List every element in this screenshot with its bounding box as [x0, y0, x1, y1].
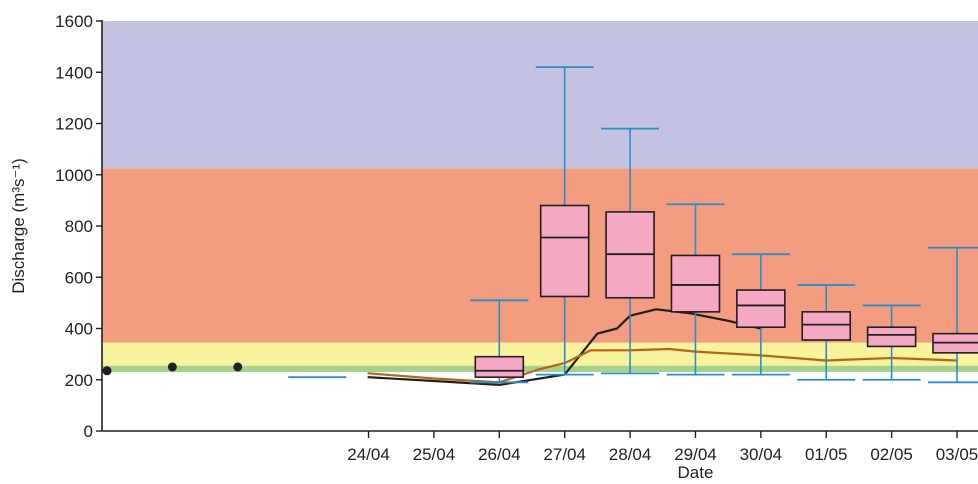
- y-tick-label: 400: [65, 320, 93, 339]
- y-tick-label: 1200: [55, 115, 93, 134]
- boxplot: [862, 304, 921, 381]
- box: [474, 355, 525, 378]
- boxplot: [666, 203, 725, 376]
- y-tick-label: 800: [65, 217, 93, 236]
- x-tick-label: 29/04: [674, 445, 717, 464]
- x-tick-label: 27/04: [543, 445, 586, 464]
- observed-point: [167, 362, 177, 372]
- threshold-band: [102, 342, 978, 366]
- x-tick-label: 30/04: [740, 445, 783, 464]
- axes: 0 200 400 600 800 1000 1200 1400 1600 24/04 25/04 2…: [55, 12, 978, 464]
- threshold-bands: [102, 21, 978, 373]
- boxplot: [731, 253, 790, 376]
- x-axis-label: Date: [678, 463, 714, 482]
- x-tick-label: 01/05: [805, 445, 848, 464]
- x-tick-label: 03/05: [936, 445, 978, 464]
- y-tick-label: 1400: [55, 63, 93, 82]
- y-axis-label: Discharge (m³s⁻¹): [9, 158, 28, 294]
- box: [670, 254, 721, 313]
- x-tick-label: 02/05: [870, 445, 913, 464]
- box: [801, 311, 852, 341]
- y-tick-label: 1000: [55, 166, 93, 185]
- box: [736, 289, 786, 329]
- observed-point: [233, 362, 243, 372]
- boxplot: [535, 66, 594, 376]
- x-tick-label: 26/04: [478, 445, 521, 464]
- boxplot: [470, 299, 529, 384]
- x-tick-label: 24/04: [347, 445, 390, 464]
- observed-point: [102, 366, 112, 376]
- boxplot: [928, 246, 978, 384]
- y-tick-label: 1600: [55, 12, 93, 31]
- x-tick-label: 28/04: [609, 445, 652, 464]
- y-tick-label: 200: [65, 371, 93, 390]
- boxplots: [288, 66, 978, 384]
- x-tick-label: 25/04: [413, 445, 456, 464]
- observed-points: [102, 362, 243, 376]
- y-tick-label: 600: [65, 268, 93, 287]
- threshold-band: [102, 21, 978, 169]
- series-line-black: [367, 308, 762, 386]
- boxplot: [601, 127, 660, 375]
- y-tick-label: 0: [84, 422, 93, 441]
- boxplot: [797, 284, 856, 381]
- box: [866, 326, 917, 348]
- box: [539, 204, 590, 298]
